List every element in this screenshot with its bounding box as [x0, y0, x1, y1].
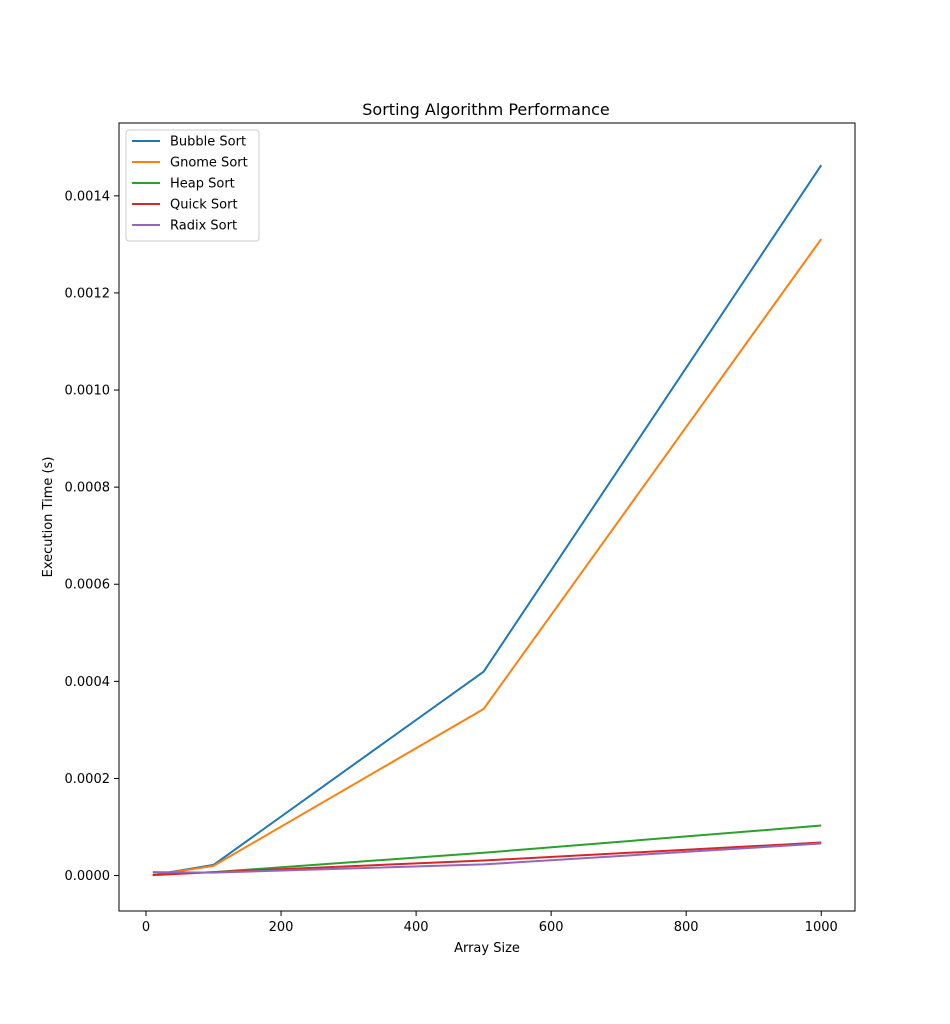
series-line-gnome-sort — [152, 238, 823, 877]
x-tick-label: 400 — [404, 920, 429, 935]
y-tick-label: 0.0010 — [65, 384, 111, 399]
x-axis-title: Array Size — [454, 941, 520, 956]
series-line-bubble-sort — [152, 164, 823, 877]
x-tick-label: 200 — [269, 920, 294, 935]
x-tick-label: 1000 — [805, 920, 838, 935]
legend-label: Quick Sort — [170, 198, 238, 213]
legend-box — [125, 129, 260, 242]
y-tick-label: 0.0012 — [65, 286, 111, 301]
series-layer — [152, 164, 823, 877]
legend-label: Heap Sort — [170, 177, 235, 192]
y-axis-title: Execution Time (s) — [41, 457, 56, 578]
legend-label: Bubble Sort — [170, 135, 246, 150]
y-tick-label: 0.0002 — [65, 772, 111, 787]
y-tick-label: 0.0008 — [65, 481, 111, 496]
x-tick-label: 800 — [674, 920, 699, 935]
plot-area — [118, 122, 856, 912]
legend: Bubble Sort Gnome Sort Heap Sort Quick Sort… — [125, 129, 260, 242]
y-tick-label: 0.0006 — [65, 578, 111, 593]
series-line-quick-sort — [152, 841, 822, 877]
series-line-radix-sort — [152, 842, 822, 874]
x-axis: 0 200 400 600 800 1000 — [142, 911, 838, 935]
y-tick-label: 0.0014 — [65, 189, 111, 204]
legend-label: Gnome Sort — [170, 156, 248, 171]
chart-title: Sorting Algorithm Performance — [362, 100, 609, 119]
y-tick-label: 0.0004 — [65, 675, 111, 690]
x-tick-label: 600 — [539, 920, 564, 935]
y-tick-label: 0.0000 — [65, 869, 111, 884]
legend-label: Radix Sort — [170, 219, 237, 234]
x-tick-label: 0 — [142, 920, 150, 935]
y-axis: 0.0000 0.0002 0.0004 0.0006 0.0008 0.0010 0.00… — [65, 189, 119, 884]
